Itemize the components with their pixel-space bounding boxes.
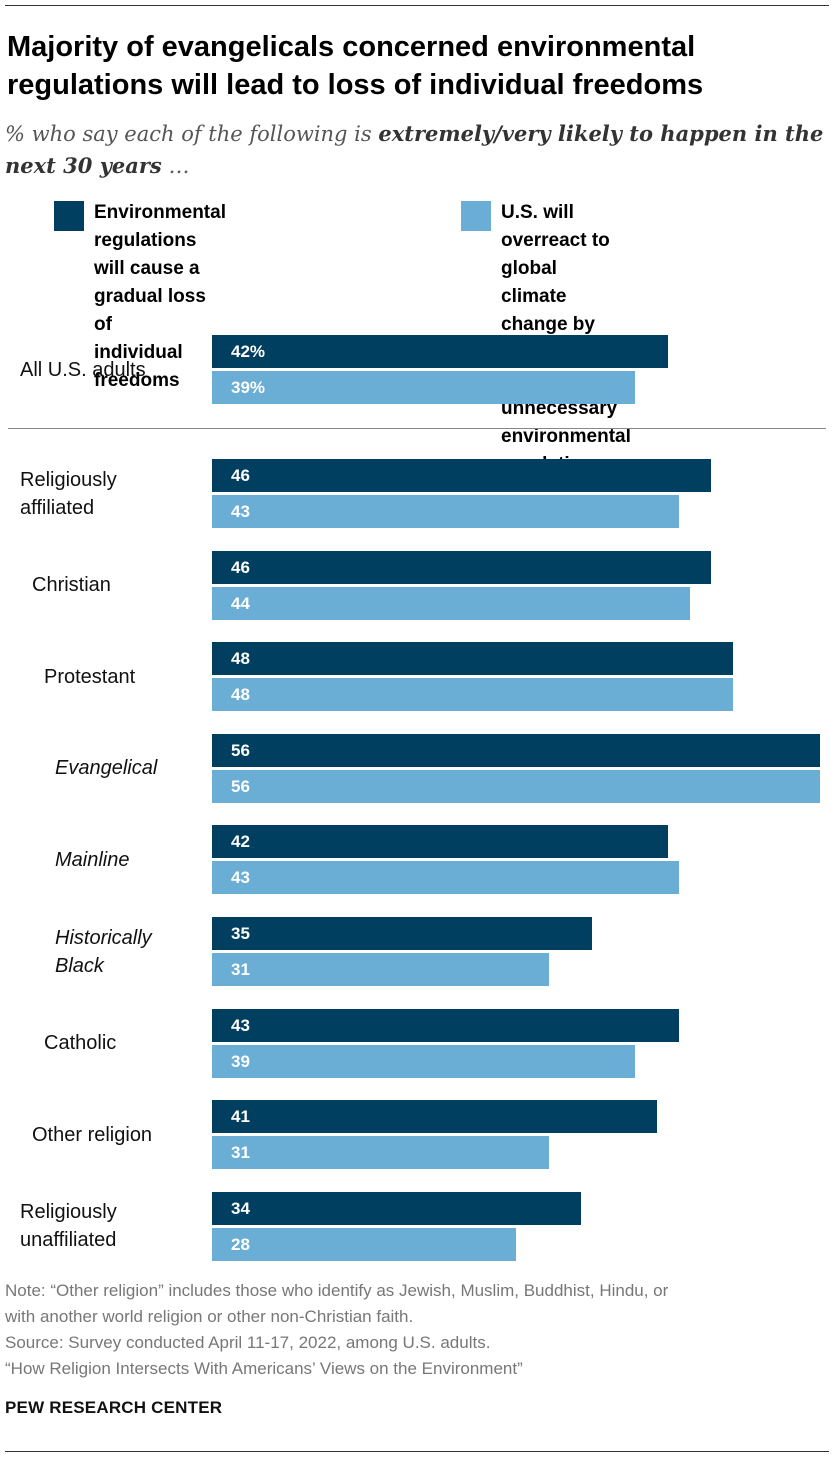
bar-series-1: 46 <box>212 550 711 584</box>
category-label: Historically Black <box>55 926 152 977</box>
category-label: Religiously affiliated <box>20 468 117 519</box>
bar-series-1: 41 <box>212 1100 657 1134</box>
note-text: Note: “Other religion” includes those wh… <box>5 1281 669 1326</box>
category-label: Religiously unaffiliated <box>20 1201 117 1252</box>
bar-value-label: 43 <box>231 502 250 521</box>
bar-series-1: 48 <box>212 642 733 676</box>
category-label: Other religion <box>32 1123 153 1146</box>
subtitle-plain: % who say each of the following is <box>5 122 379 146</box>
bar-series-1: 42 <box>212 825 668 859</box>
bar-value-label: 46 <box>231 557 250 577</box>
bar-series-2: 43 <box>212 495 679 528</box>
bar-value-label: 41 <box>231 1107 250 1127</box>
bar-value-label: 39 <box>231 1051 250 1071</box>
bar-value-label: 46 <box>231 466 250 485</box>
category-label: All U.S. adults <box>20 358 146 381</box>
bar-value-label: 43 <box>231 868 250 888</box>
bar-series-2: 56 <box>212 769 820 803</box>
bar-value-label: 39% <box>231 378 266 397</box>
bar-value-label: 42 <box>231 832 250 852</box>
category-label: Catholic <box>44 1032 117 1055</box>
bar-series-1: 35 <box>212 917 592 950</box>
bar-series-1: 43 <box>212 1008 679 1042</box>
bar-series-2: 44 <box>212 586 690 620</box>
legend-swatch-series-2 <box>461 201 491 231</box>
bar-series-2: 48 <box>212 678 733 712</box>
bar-value-label: 42% <box>231 342 266 361</box>
bar-series-1: 42% <box>212 335 668 368</box>
bar-series-1: 34 <box>212 1191 581 1225</box>
bar-value-label: 34 <box>231 1198 250 1218</box>
bar-value-label: 44 <box>231 593 250 613</box>
bar-value-label: 56 <box>231 740 250 760</box>
subtitle-bold: extremely/very likely to happen in the n… <box>5 121 824 178</box>
category-label: Evangelical <box>55 757 158 780</box>
bar-series-2: 39% <box>212 371 635 404</box>
bar-value-label: 48 <box>231 649 250 669</box>
bar-series-2: 28 <box>212 1227 516 1261</box>
subtitle-end: … <box>161 154 190 178</box>
chart-subtitle: % who say each of the following is extre… <box>5 118 825 182</box>
chart-title: Majority of evangelicals concerned envir… <box>7 31 704 101</box>
bottom-rule <box>5 1451 829 1452</box>
chart-divider <box>8 428 826 429</box>
bar-series-1: 56 <box>212 733 820 767</box>
bar-series-2: 31 <box>212 953 549 986</box>
category-label: Mainline <box>55 848 130 871</box>
bar-value-label: 43 <box>231 1015 250 1035</box>
bar-value-label: 31 <box>231 1143 250 1163</box>
legend-label-series-1: Environmental regulations will cause a g… <box>94 202 226 391</box>
legend-swatch-series-1 <box>54 201 84 231</box>
top-rule <box>5 5 829 6</box>
brand-name: PEW RESEARCH CENTER <box>5 1398 223 1417</box>
bar-series-2: 39 <box>212 1044 635 1078</box>
bar-series-1: 46 <box>212 459 711 492</box>
bar-series-2: 31 <box>212 1136 549 1170</box>
bar-value-label: 48 <box>231 685 250 705</box>
bar-series-2: 43 <box>212 861 679 895</box>
bar-value-label: 35 <box>231 924 250 943</box>
chart-notes: Note: “Other religion” includes those wh… <box>5 1278 825 1382</box>
report-title-text: “How Religion Intersects With Americans’… <box>5 1359 523 1378</box>
source-text: Source: Survey conducted April 11-17, 20… <box>5 1333 491 1352</box>
category-label: Protestant <box>44 665 136 688</box>
bar-value-label: 56 <box>231 776 250 796</box>
bar-value-label: 28 <box>231 1234 250 1254</box>
bar-value-label: 31 <box>231 960 250 979</box>
category-label: Christian <box>32 574 111 597</box>
